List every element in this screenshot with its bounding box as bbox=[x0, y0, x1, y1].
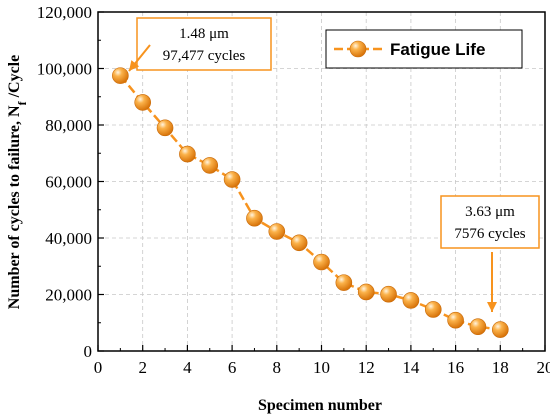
y-tick-label: 40,000 bbox=[45, 229, 92, 248]
x-tick-label: 18 bbox=[492, 358, 509, 377]
annotation-line-1: 1.48 μm bbox=[179, 26, 229, 42]
legend-box bbox=[325, 29, 523, 69]
annotation-box bbox=[136, 17, 272, 71]
y-tick-label: 80,000 bbox=[45, 116, 92, 135]
data-point bbox=[469, 318, 487, 336]
x-tick-label: 14 bbox=[402, 358, 420, 377]
x-axis-title: Specimen number bbox=[258, 397, 382, 414]
x-tick-label: 12 bbox=[358, 358, 375, 377]
y-axis-title: Number of cycles to failure, Nf /Cycle bbox=[6, 55, 29, 309]
legend: Fatigue Life bbox=[325, 29, 523, 69]
data-point bbox=[134, 94, 151, 111]
y-tick-label: 20,000 bbox=[45, 286, 92, 305]
data-point bbox=[156, 119, 174, 137]
annotation: 3.63 μm 7576 cycles bbox=[440, 195, 540, 312]
data-point bbox=[357, 283, 375, 301]
annotation-line-1: 3.63 μm bbox=[465, 204, 515, 220]
y-tick-label: 100,000 bbox=[37, 60, 92, 79]
data-series bbox=[112, 67, 509, 338]
data-point bbox=[447, 311, 464, 329]
data-point bbox=[335, 274, 353, 291]
legend-label: Fatigue Life bbox=[390, 40, 485, 59]
data-point bbox=[491, 321, 509, 338]
y-tick-label: 0 bbox=[84, 342, 93, 361]
data-point bbox=[223, 171, 241, 188]
annotations: 1.48 μm 97,477 cycles 3.63 μm 7576 cycles bbox=[128, 17, 540, 312]
x-tick-label: 8 bbox=[273, 358, 282, 377]
y-axis-title-main: Number of cycles to failure, N bbox=[6, 105, 23, 309]
annotation-box bbox=[440, 195, 540, 249]
data-point bbox=[313, 253, 330, 271]
x-tick-label: 16 bbox=[447, 358, 464, 377]
x-tick-label: 10 bbox=[313, 358, 330, 377]
x-tick-label: 4 bbox=[183, 358, 192, 377]
data-point bbox=[424, 301, 442, 318]
x-tick-label: 2 bbox=[138, 358, 147, 377]
annotation-arrow-head bbox=[487, 302, 497, 312]
x-tick-label: 20 bbox=[537, 358, 550, 377]
legend-marker bbox=[349, 40, 367, 58]
data-point bbox=[246, 209, 263, 227]
axis-ticks: 0 2 4 6 8 10 12 14 16 18 20 0 20,000 40,000 60,000 80,0… bbox=[37, 3, 550, 377]
annotation-arrow-head bbox=[129, 60, 140, 71]
annotation: 1.48 μm 97,477 cycles bbox=[128, 17, 272, 72]
data-point bbox=[179, 145, 196, 163]
data-point bbox=[402, 292, 420, 309]
data-point bbox=[380, 285, 397, 303]
y-axis-title-suffix: /Cycle bbox=[6, 55, 23, 102]
data-point bbox=[201, 157, 219, 174]
x-tick-label: 6 bbox=[228, 358, 237, 377]
data-point bbox=[268, 223, 286, 240]
annotation-line-2: 97,477 cycles bbox=[163, 48, 246, 64]
y-axis-title-subscript: f bbox=[15, 100, 29, 105]
annotation-line-2: 7576 cycles bbox=[454, 226, 525, 242]
data-point bbox=[112, 67, 129, 84]
y-tick-label: 60,000 bbox=[45, 173, 92, 192]
x-tick-label: 0 bbox=[94, 358, 103, 377]
data-point bbox=[290, 234, 308, 252]
y-tick-label: 120,000 bbox=[37, 3, 92, 22]
